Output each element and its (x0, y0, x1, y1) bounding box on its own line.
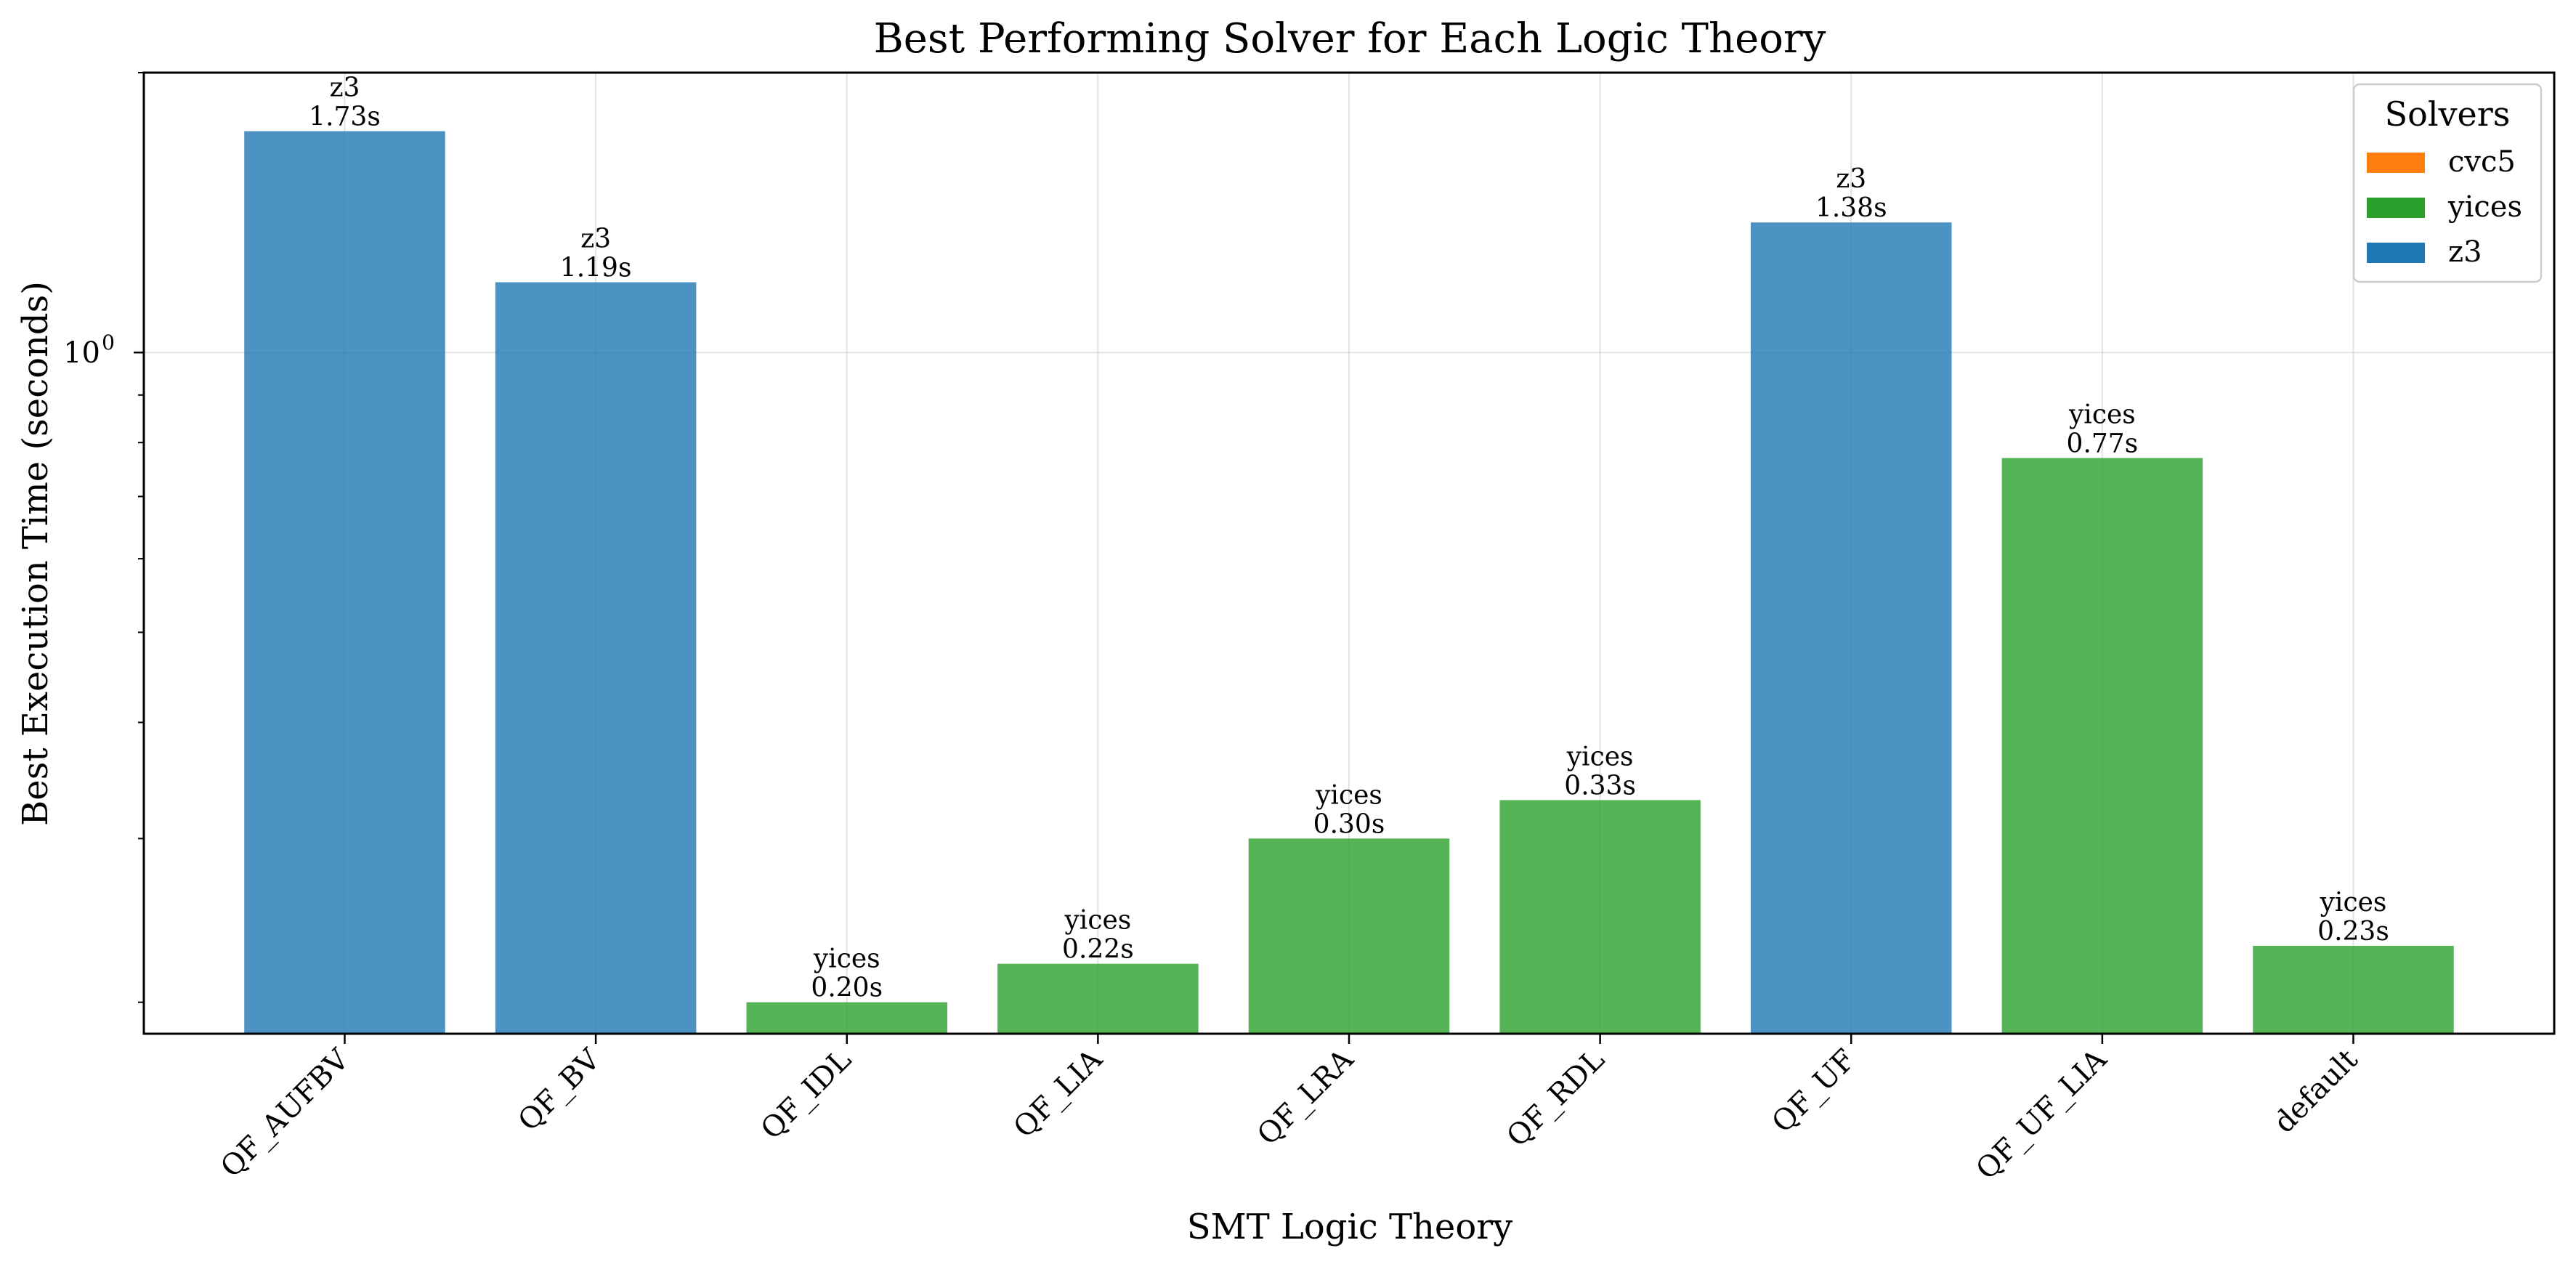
bar-solver-label: z3 (330, 73, 360, 103)
bar-QF_IDL (746, 1002, 947, 1034)
bar-solver-label: yices (1064, 906, 1131, 936)
bar-solver-label: yices (1566, 742, 1634, 771)
bar-value-label: 0.77s (2067, 429, 2139, 458)
bar-QF_LRA (1248, 838, 1450, 1034)
bar-solver-label: yices (813, 944, 880, 974)
chart-title: Best Performing Solver for Each Logic Th… (874, 15, 1826, 62)
y-axis-label: Best Execution Time (seconds) (15, 281, 56, 826)
legend-frame (2352, 83, 2543, 283)
bar-QF_LIA (997, 963, 1199, 1034)
bar-value-label: 0.22s (1062, 935, 1134, 965)
bars: z31.73sz31.19syices0.20syices0.22syices0… (244, 73, 2454, 1034)
bar-solver-label: yices (2068, 400, 2136, 429)
legend: Solvers cvc5 yices z3 (2352, 83, 2543, 283)
x-tick-label: QF_LIA (1008, 1042, 1110, 1145)
x-tick-label: QF_LRA (1251, 1042, 1361, 1152)
x-tick-label: QF_UF (1765, 1043, 1862, 1140)
bar-solver-label: yices (1315, 780, 1382, 810)
bar-value-label: 1.38s (1815, 193, 1887, 223)
legend-label-z3: z3 (2448, 235, 2482, 269)
bar-default (2253, 945, 2454, 1034)
bar-QF_RDL (1499, 800, 1701, 1034)
y-tick-label: 10 (63, 336, 100, 370)
bar-solver-label: yices (2320, 888, 2387, 917)
bar-value-label: 1.73s (309, 102, 381, 132)
bar-QF_BV (495, 282, 697, 1034)
legend-title: Solvers (2385, 94, 2511, 134)
legend-swatch-cvc5 (2367, 153, 2425, 173)
bar-QF_UF_LIA (2001, 458, 2203, 1034)
y-tick-label-exponent: 0 (102, 331, 115, 355)
x-tick-label: QF_IDL (755, 1043, 858, 1146)
x-tick-label: QF_RDL (1500, 1043, 1611, 1154)
bar-value-label: 0.30s (1313, 809, 1385, 839)
bar-solver-label: z3 (580, 224, 611, 254)
legend-label-cvc5: cvc5 (2448, 145, 2516, 179)
bar-solver-label: z3 (1836, 164, 1866, 194)
x-axis-label: SMT Logic Theory (1187, 1207, 1513, 1247)
legend-swatch-z3 (2367, 243, 2425, 263)
bar-value-label: 1.19s (560, 254, 632, 283)
x-tick-label: QF_AUFBV (214, 1042, 356, 1184)
bar-QF_UF (1751, 222, 1952, 1034)
bar-QF_AUFBV (244, 131, 445, 1034)
bar-value-label: 0.33s (1564, 771, 1636, 801)
bar-value-label: 0.20s (811, 973, 883, 1003)
legend-label-yices: yices (2447, 190, 2522, 224)
x-tick-label: default (2267, 1043, 2364, 1140)
bar-value-label: 0.23s (2317, 917, 2389, 947)
legend-swatch-yices (2367, 198, 2425, 218)
x-tick-label: QF_UF_LIA (1969, 1042, 2113, 1186)
x-tick-label: QF_BV (512, 1042, 607, 1138)
